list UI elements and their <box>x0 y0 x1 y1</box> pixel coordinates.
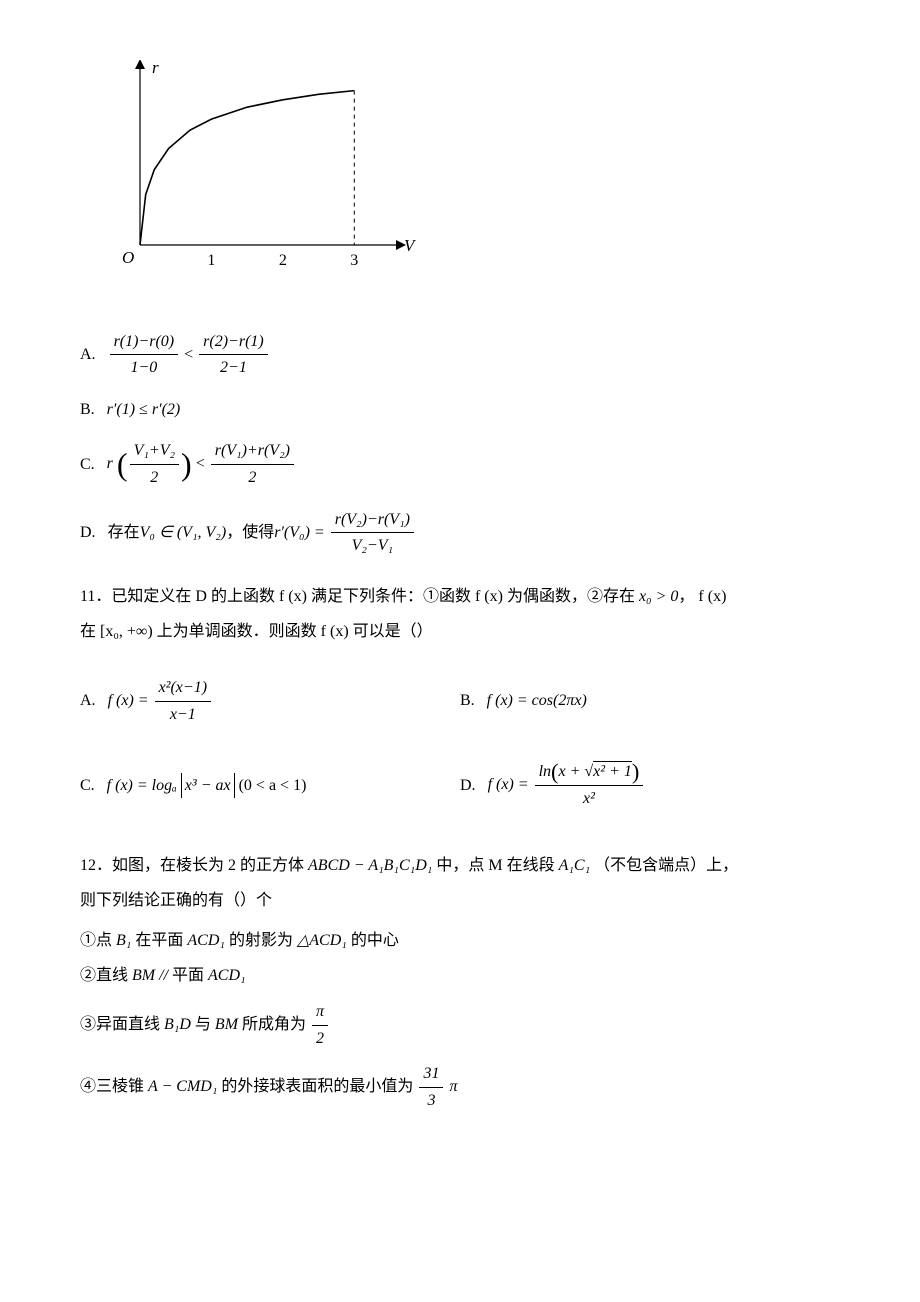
abs-expr: x³ − ax <box>181 773 235 799</box>
frac-den: 3 <box>419 1088 443 1114</box>
expr: A₁C₁ <box>559 857 591 874</box>
text: 所成角为 <box>242 1016 306 1033</box>
q10-option-c: C. r (V₁+V₂2) < r(V₁)+r(V₂)2 <box>80 438 840 490</box>
expr: △ACD₁ <box>297 932 347 949</box>
q12-stmt-3: ③异面直线 B₁D 与 BM 所成角为 π2 <box>80 999 840 1051</box>
frac-den: 1−0 <box>110 355 179 381</box>
text: 中，点 M 在线段 <box>436 857 554 874</box>
q11-options-row1: A. f (x) = x²(x−1)x−1 B. f (x) = cos(2πx… <box>80 659 840 743</box>
text: ③异面直线 <box>80 1016 160 1033</box>
expr: BM <box>215 1016 238 1033</box>
tail: π <box>449 1078 457 1095</box>
option-label: D. <box>80 520 96 546</box>
text: 已知定义在 D 的上函数 f (x) 满足下列条件：①函数 f (x) 为偶函数… <box>111 588 635 605</box>
svg-text:3: 3 <box>350 252 358 269</box>
q-number: 12． <box>80 857 112 874</box>
text: ②直线 <box>80 967 128 984</box>
text: ，使得 <box>226 520 274 546</box>
q11-option-d: D. f (x) = ln(x + √x² + 1) x² <box>460 759 840 811</box>
rv-chart: r V O 1 2 3 <box>100 60 840 289</box>
lead: r′(V₀) = <box>274 523 325 540</box>
expr: x₀ > 0 <box>639 588 678 605</box>
text: 的中心 <box>351 932 399 949</box>
expr: r′(1) ≤ r′(2) <box>107 397 181 423</box>
option-label: B. <box>460 688 475 714</box>
q11-option-c: C. f (x) = logₐ x³ − ax (0 < a < 1) <box>80 759 460 811</box>
q11-option-b: B. f (x) = cos(2πx) <box>460 675 840 727</box>
lead: f (x) = <box>488 776 529 793</box>
ln: ln <box>539 763 551 780</box>
text: 的射影为 <box>229 932 293 949</box>
q10-option-a: A. r(1)−r(0)1−0 < r(2)−r(1)2−1 <box>80 329 840 381</box>
q12-stmt-4: ④三棱锥 A − CMD₁ 的外接球表面积的最小值为 313 π <box>80 1061 840 1113</box>
text: ， f (x) <box>678 588 726 605</box>
op: < <box>196 455 205 472</box>
lead: r <box>107 455 113 472</box>
text: 则下列结论正确的有（）个 <box>80 892 272 909</box>
q10-option-d: D. 存在 V₀ ∈ (V₁, V₂) ，使得 r′(V₀) = r(V₂)−r… <box>80 507 840 559</box>
text: 在 [x₀, +∞) 上为单调函数．则函数 f (x) 可以是（） <box>80 623 433 640</box>
frac-num: V₁+V₂ <box>130 438 179 465</box>
q10-option-b: B. r′(1) ≤ r′(2) <box>80 397 840 423</box>
svg-text:1: 1 <box>207 252 215 269</box>
expr: B₁D <box>164 1016 191 1033</box>
text: 的外接球表面积的最小值为 <box>221 1078 413 1095</box>
q12-stem: 12．如图，在棱长为 2 的正方体 ABCD − A₁B₁C₁D₁ 中，点 M … <box>80 848 840 918</box>
expr: V₀ ∈ (V₁, V₂) <box>140 520 227 546</box>
frac-num: x²(x−1) <box>155 675 211 702</box>
frac-den: x−1 <box>155 702 211 728</box>
frac-num: π <box>312 999 328 1026</box>
option-label: A. <box>80 342 96 368</box>
frac-den: 2 <box>312 1026 328 1052</box>
inner: x + <box>558 763 584 780</box>
frac-den: x² <box>535 786 644 812</box>
option-label: C. <box>80 452 95 478</box>
q12-stmt-1: ①点 B₁ 在平面 ACD₁ 的射影为 △ACD₁ 的中心 <box>80 928 840 954</box>
lead: f (x) = logₐ <box>107 777 177 794</box>
expr: ACD₁ <box>208 967 246 984</box>
tail: (0 < a < 1) <box>239 777 307 794</box>
frac-num: r(2)−r(1) <box>199 329 268 356</box>
q-number: 11． <box>80 588 111 605</box>
text: （不包含端点）上， <box>594 857 738 874</box>
svg-text:2: 2 <box>279 252 287 269</box>
svg-text:V: V <box>404 236 417 255</box>
lead: f (x) = <box>108 692 149 709</box>
text: ①点 <box>80 932 112 949</box>
frac-num: 31 <box>419 1061 443 1088</box>
op: < <box>184 345 193 362</box>
chart-svg: r V O 1 2 3 <box>100 60 420 280</box>
frac-den: 2−1 <box>199 355 268 381</box>
option-label: C. <box>80 773 95 799</box>
frac-num: r(1)−r(0) <box>110 329 179 356</box>
text: 在平面 <box>135 932 183 949</box>
option-label: D. <box>460 773 476 799</box>
q11-option-a: A. f (x) = x²(x−1)x−1 <box>80 675 460 727</box>
frac-num: ln(x + √x² + 1) <box>535 759 644 786</box>
expr: BM // <box>132 967 172 984</box>
svg-text:r: r <box>152 60 159 77</box>
frac-den: 2 <box>130 465 179 491</box>
q11-options-row2: C. f (x) = logₐ x³ − ax (0 < a < 1) D. f… <box>80 743 840 827</box>
text: 与 <box>195 1016 211 1033</box>
sqrt-body: x² + 1 <box>593 761 632 780</box>
frac-num: r(V₂)−r(V₁) <box>331 507 414 534</box>
expr: A − CMD₁ <box>148 1078 217 1095</box>
frac-den: 2 <box>211 465 294 491</box>
expr: f (x) = cos(2πx) <box>487 688 587 714</box>
text: 平面 <box>172 967 204 984</box>
expr: B₁ <box>116 932 131 949</box>
expr: ACD₁ <box>187 932 225 949</box>
q11-stem: 11．已知定义在 D 的上函数 f (x) 满足下列条件：①函数 f (x) 为… <box>80 579 840 649</box>
q12-stmt-2: ②直线 BM // 平面 ACD₁ <box>80 963 840 989</box>
text: 存在 <box>108 520 140 546</box>
frac-num: r(V₁)+r(V₂) <box>211 438 294 465</box>
text: 如图，在棱长为 2 的正方体 <box>112 857 304 874</box>
option-label: A. <box>80 688 96 714</box>
expr: ABCD − A₁B₁C₁D₁ <box>308 857 432 874</box>
svg-text:O: O <box>122 248 134 267</box>
option-label: B. <box>80 397 95 423</box>
text: ④三棱锥 <box>80 1078 144 1095</box>
frac-den: V₂−V₁ <box>331 533 414 559</box>
